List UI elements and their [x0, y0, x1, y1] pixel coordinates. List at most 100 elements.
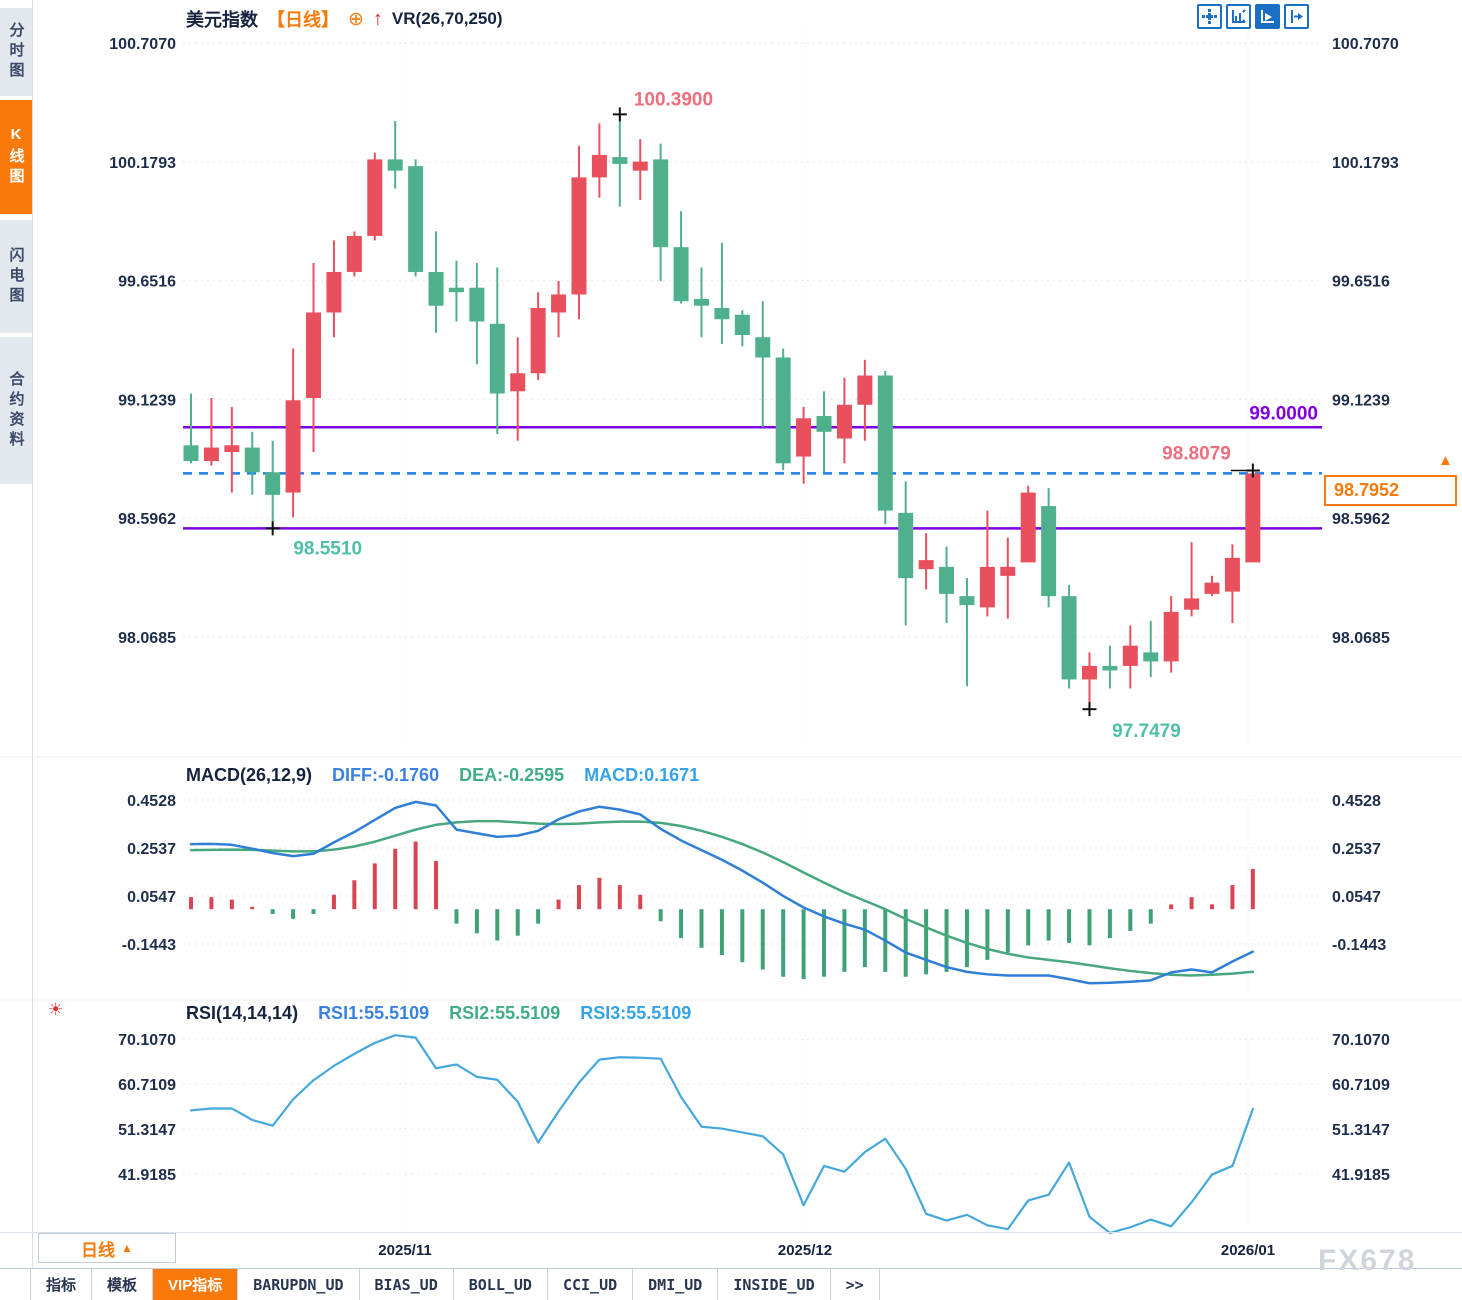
- candle-body: [1245, 473, 1261, 563]
- candle-body: [796, 418, 812, 457]
- left-sidebar: 分时图 K线图闪电图合约资料: [0, 0, 33, 1268]
- main-ytick-right: 99.6516: [1332, 274, 1390, 291]
- rsi2-value: RSI2:55.5109: [449, 1003, 561, 1023]
- rsi-settings-icon[interactable]: ☀: [48, 1000, 64, 1019]
- annotation-low: 97.7479: [1112, 721, 1181, 742]
- indicator-label[interactable]: VR(26,70,250): [391, 9, 503, 28]
- candle-body: [326, 271, 342, 313]
- candle-body: [448, 287, 464, 293]
- bottom-tab-2[interactable]: 模板: [92, 1269, 154, 1300]
- rsi-ytick-right: 51.3147: [1332, 1122, 1390, 1139]
- annotation-swing-low: 98.5510: [293, 538, 362, 559]
- macd-diff-value: DIFF:-0.1760: [332, 765, 440, 785]
- candle-body: [1163, 611, 1179, 662]
- rsi-ytick-left: 70.1070: [118, 1032, 176, 1049]
- candle-body: [714, 307, 730, 320]
- chart-toolbar: [1197, 4, 1309, 29]
- candle-body: [591, 154, 607, 178]
- rsi-ytick-left: 51.3147: [118, 1122, 176, 1139]
- candle-body: [1204, 582, 1220, 594]
- macd-ytick-right: 0.0547: [1332, 889, 1381, 906]
- main-ytick-left: 98.5962: [118, 511, 176, 528]
- main-ytick-right: 98.5962: [1332, 511, 1390, 528]
- bottom-tab-5[interactable]: BIAS_UD: [359, 1269, 454, 1300]
- macd-dea-value: DEA:-0.2595: [459, 765, 565, 785]
- candle-body: [1041, 506, 1057, 597]
- sidebar-tab-3[interactable]: 闪电图: [0, 220, 32, 333]
- bottom-tab-8[interactable]: DMI_UD: [633, 1269, 719, 1300]
- bottom-tab-1[interactable]: 指标: [30, 1269, 93, 1300]
- candle-body: [408, 166, 424, 272]
- candle-body: [898, 512, 914, 579]
- candle-body: [224, 445, 240, 453]
- axis-scale-icon[interactable]: [1226, 4, 1251, 29]
- candle-body: [653, 159, 669, 248]
- candle-body: [265, 472, 281, 495]
- xaxis-label: 2025/11: [378, 1242, 431, 1259]
- bottom-tab-4[interactable]: BARUPDN_UD: [238, 1269, 360, 1300]
- candle-body: [816, 416, 832, 432]
- candle-body: [979, 566, 995, 608]
- candle-body: [306, 312, 322, 399]
- bottom-tab-7[interactable]: CCI_UD: [547, 1269, 634, 1300]
- candle-body: [203, 447, 219, 462]
- rsi3-value: RSI3:55.5109: [580, 1003, 692, 1023]
- main-ytick-right: 99.1239: [1332, 392, 1390, 409]
- candle-body: [959, 596, 975, 606]
- bottom-tab-9[interactable]: INSIDE_UD: [718, 1269, 831, 1300]
- rsi-header: RSI(14,14,14) RSI1:55.5109 RSI2:55.5109 …: [186, 1003, 691, 1024]
- candle-body: [469, 287, 485, 322]
- pop-out-icon[interactable]: [1284, 4, 1309, 29]
- macd-ytick-left: 0.4528: [127, 793, 176, 810]
- rsi-line: [189, 1034, 1254, 1235]
- axis-play-icon[interactable]: [1255, 4, 1280, 29]
- candle-body: [918, 560, 934, 570]
- macd-ytick-left: -0.1443: [122, 937, 176, 954]
- period-dropdown-button[interactable]: 日线 ▲: [38, 1233, 176, 1263]
- candle-body: [367, 159, 383, 236]
- rsi-ytick-left: 60.7109: [118, 1077, 176, 1094]
- move-crosshair-icon[interactable]: [1197, 4, 1222, 29]
- macd-diff-line: [189, 800, 1255, 985]
- sidebar-tab-2[interactable]: K线图: [0, 100, 32, 214]
- macd-value: MACD:0.1671: [584, 765, 700, 785]
- rsi-title[interactable]: RSI(14,14,14): [186, 1003, 299, 1023]
- bottom-tab-6[interactable]: BOLL_UD: [453, 1269, 548, 1300]
- annotation-hline-price: 99.0000: [1249, 403, 1318, 424]
- main-ytick-right: 100.1793: [1332, 155, 1399, 172]
- rsi-ytick-left: 41.9185: [118, 1167, 176, 1184]
- bottom-tab-10[interactable]: >>: [830, 1269, 880, 1300]
- sidebar-tab-1[interactable]: 分时图: [0, 8, 32, 96]
- xaxis-label: 2026/01: [1221, 1242, 1275, 1259]
- up-arrow-icon: ↑: [372, 8, 383, 30]
- candle-body: [530, 307, 546, 374]
- macd-title[interactable]: MACD(26,12,9): [186, 765, 313, 785]
- candle-body: [612, 157, 628, 164]
- candle-body: [428, 271, 444, 306]
- rsi1-value: RSI1:55.5109: [318, 1003, 430, 1023]
- macd-ytick-right: 0.2537: [1332, 841, 1381, 858]
- macd-ytick-right: 0.4528: [1332, 793, 1381, 810]
- main-ytick-left: 99.6516: [118, 274, 176, 291]
- candle-body: [1143, 652, 1159, 662]
- rsi-ytick-right: 70.1070: [1332, 1032, 1390, 1049]
- candle-body: [1122, 645, 1138, 666]
- xaxis-separator: [0, 1232, 1462, 1233]
- bottom-tab-3[interactable]: VIP指标: [153, 1269, 239, 1300]
- candle-body: [1184, 598, 1200, 610]
- macd-header: MACD(26,12,9) DIFF:-0.1760 DEA:-0.2595 M…: [186, 765, 699, 786]
- candle-body: [1224, 557, 1240, 592]
- rsi-ytick-right: 41.9185: [1332, 1167, 1390, 1184]
- candle-body: [285, 400, 301, 493]
- sidebar-tab-4[interactable]: 合约资料: [0, 337, 32, 484]
- candle-body: [1102, 665, 1118, 671]
- candle-body: [1020, 492, 1036, 563]
- macd-ytick-right: -0.1443: [1332, 937, 1386, 954]
- rsi-ytick-right: 60.7109: [1332, 1077, 1390, 1094]
- candle-body: [346, 235, 362, 272]
- circled-plus-icon[interactable]: ⊕: [348, 8, 364, 30]
- candle-body: [836, 404, 852, 439]
- main-ytick-left: 100.7070: [109, 36, 176, 53]
